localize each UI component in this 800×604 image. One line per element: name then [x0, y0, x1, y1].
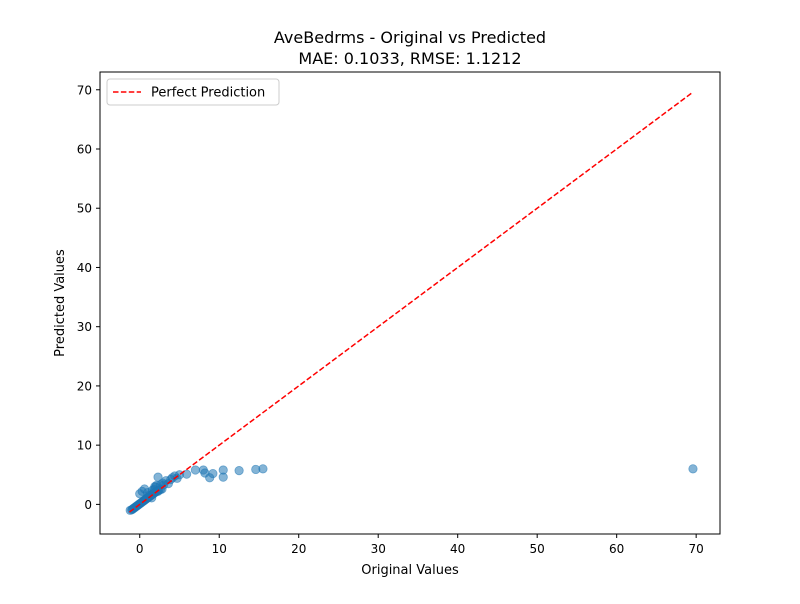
- y-tick-label: 60: [77, 143, 92, 157]
- y-tick-label: 0: [84, 498, 92, 512]
- chart-title: AveBedrms - Original vs Predicted: [274, 28, 546, 47]
- chart-subtitle: MAE: 0.1033, RMSE: 1.1212: [298, 49, 521, 68]
- y-tick-label: 70: [77, 83, 92, 97]
- x-tick-label: 10: [212, 542, 227, 556]
- x-axis-label: Original Values: [361, 563, 459, 578]
- y-tick-label: 10: [77, 439, 92, 453]
- scatter-point: [190, 465, 200, 475]
- scatter-point: [182, 469, 192, 479]
- y-tick-label: 20: [77, 379, 92, 393]
- plot-area: [125, 91, 698, 515]
- scatter-point: [218, 472, 228, 482]
- scatter-point: [258, 464, 268, 474]
- plot-frame: [99, 71, 721, 535]
- x-tick-label: 30: [371, 542, 386, 556]
- x-tick-label: 60: [609, 542, 624, 556]
- scatter-point: [147, 493, 157, 503]
- x-tick-label: 20: [291, 542, 306, 556]
- x-tick-label: 50: [530, 542, 545, 556]
- y-tick-label: 50: [77, 202, 92, 216]
- legend: Perfect Prediction: [106, 78, 280, 106]
- scatter-point: [688, 464, 698, 474]
- perfect-prediction-line: [128, 91, 694, 513]
- scatter-point: [208, 468, 218, 479]
- legend-box: [106, 78, 280, 106]
- x-tick-label: 70: [689, 542, 704, 556]
- scatter-point: [234, 466, 244, 476]
- axis-ticks: 0 10 20 30 40 50 60 70 0 10 20 30 40 50 60 70: [77, 83, 704, 556]
- x-tick-label: 0: [136, 542, 144, 556]
- legend-label-perfect-prediction: Perfect Prediction: [151, 86, 265, 101]
- y-axis-label: Predicted Values: [53, 249, 68, 357]
- x-tick-label: 40: [450, 542, 465, 556]
- y-tick-label: 40: [77, 261, 92, 275]
- y-tick-label: 30: [77, 320, 92, 334]
